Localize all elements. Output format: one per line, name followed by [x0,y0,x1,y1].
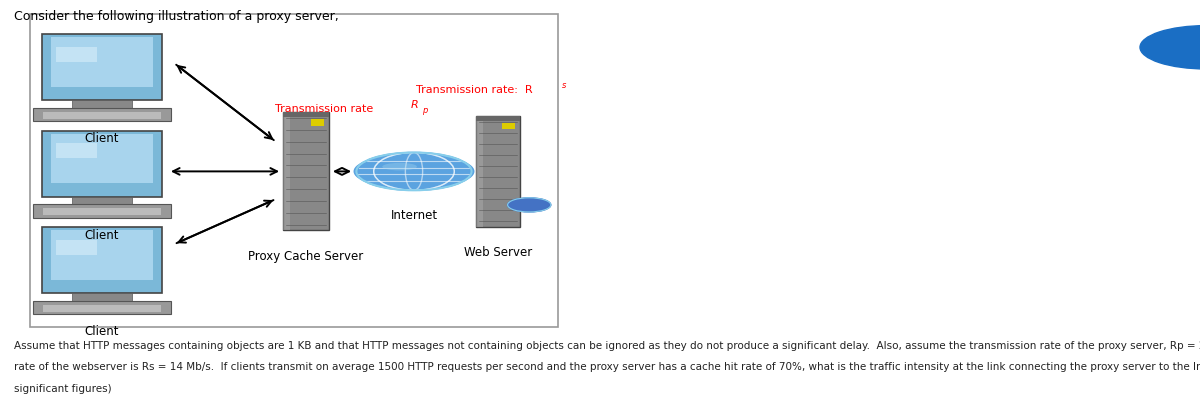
Bar [42,227,162,293]
Bar [34,301,172,314]
Text: Transmission rate:  R: Transmission rate: R [415,85,533,95]
Bar [52,37,154,87]
Bar [476,116,482,227]
Bar [283,112,329,117]
Text: Client: Client [85,132,119,145]
Bar [34,204,172,218]
Text: Client: Client [85,325,119,338]
Bar [72,293,132,301]
Text: Proxy Cache Server: Proxy Cache Server [248,250,364,263]
Bar [42,34,162,100]
Bar [56,47,97,62]
Text: significant figures): significant figures) [14,384,112,394]
Bar [52,230,154,280]
Text: Web Server: Web Server [464,246,532,259]
Bar [503,123,515,130]
Text: R: R [410,100,418,110]
Ellipse shape [383,163,416,171]
Text: p: p [422,106,427,115]
Text: Client: Client [85,229,119,242]
Bar [283,112,290,230]
Circle shape [508,198,551,212]
Bar [43,112,161,119]
Circle shape [1140,26,1200,69]
Bar [34,108,172,121]
Bar [52,134,154,183]
Bar [56,240,97,255]
Text: Transmission rate: Transmission rate [275,104,373,114]
Circle shape [356,152,472,190]
Bar [311,119,324,126]
Bar [30,14,558,327]
Text: s: s [562,81,566,90]
Bar [56,143,97,158]
Bar [42,130,162,197]
Ellipse shape [354,153,474,190]
Text: Internet: Internet [390,209,438,222]
Bar [283,112,329,230]
Text: Assume that HTTP messages containing objects are 1 KB and that HTTP messages not: Assume that HTTP messages containing obj… [14,341,1200,351]
Bar [476,116,520,227]
Bar [476,116,520,121]
Text: Consider the following illustration of a proxy server,: Consider the following illustration of a… [14,10,340,23]
Bar [72,100,132,108]
Bar [43,208,161,215]
Bar [43,305,161,312]
Text: rate of the webserver is Rs = 14 Mb/s.  If clients transmit on average 1500 HTTP: rate of the webserver is Rs = 14 Mb/s. I… [14,362,1200,372]
Bar [72,197,132,204]
